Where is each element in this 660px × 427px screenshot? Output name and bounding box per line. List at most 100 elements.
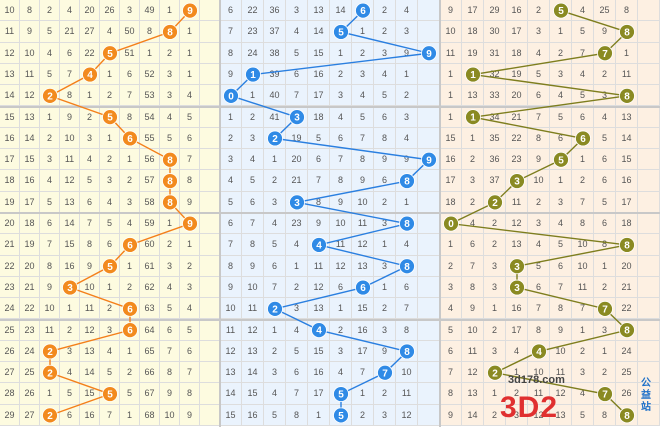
grid-cell: 1 [440, 106, 462, 128]
grid-cell: 3 [594, 319, 616, 341]
grid-cell: 16 [616, 170, 638, 192]
number-ball: 6 [122, 322, 138, 339]
grid-cell: 23 [20, 319, 40, 341]
grid-cell: 2 [330, 63, 352, 86]
grid-cell: 11 [550, 362, 572, 384]
ball-number: 7 [382, 368, 388, 379]
ball-circle [597, 386, 613, 402]
number-ball: 2 [42, 364, 58, 381]
grid-cell: 2 [352, 42, 374, 64]
grid-cell: 8 [396, 319, 418, 341]
grid-cell: 6 [120, 63, 140, 86]
grid-cell: 2 [462, 149, 484, 171]
ball-number: 7 [602, 49, 608, 60]
grid-cell: 35 [484, 127, 506, 150]
grid-cell: 10 [396, 362, 418, 384]
grid-cell: 6 [160, 319, 180, 341]
number-ball: 4 [311, 237, 327, 253]
grid-cell: 7 [100, 404, 120, 426]
grid-cell: 4 [60, 0, 80, 22]
grid-cell: 3 [180, 276, 200, 299]
number-ball: 8 [399, 215, 415, 232]
grid-cell: 4 [286, 319, 308, 341]
grid-cell: 3 [286, 0, 308, 22]
number-ball: 4 [531, 343, 547, 360]
grid-cell: 5 [572, 21, 594, 43]
grid-cell: 5 [594, 127, 616, 150]
ball-number: 3 [294, 198, 300, 209]
ball-number: 7 [602, 304, 608, 315]
grid-cell: 3 [396, 106, 418, 128]
grid-cell: 4 [594, 106, 616, 128]
grid-cell: 16 [60, 255, 80, 277]
grid-cell: 3 [528, 21, 550, 43]
ball-circle [182, 2, 198, 19]
grid-cell: 38 [264, 42, 286, 64]
grid-cell: 7 [40, 234, 60, 256]
grid-cell: 3 [374, 404, 396, 426]
ball-number: 1 [470, 113, 476, 124]
grid-cell: 16 [80, 404, 100, 426]
ball-circle [42, 343, 58, 360]
grid-cell: 3 [160, 63, 180, 86]
grid-cell: 20 [0, 213, 20, 235]
ball-number: 5 [558, 155, 564, 166]
grid-cell: 1 [180, 63, 200, 86]
grid-cell: 24 [616, 340, 638, 363]
grid-cell: 15 [308, 42, 330, 64]
grid-cell: 1 [180, 42, 200, 64]
grid-cell: 36 [484, 149, 506, 171]
grid-cell: 1 [396, 63, 418, 86]
ball-number: 5 [107, 262, 113, 273]
grid-cell: 2 [100, 149, 120, 171]
ball-number: 1 [250, 70, 256, 81]
grid-cell: 25 [0, 319, 20, 341]
grid-cell: 5 [286, 42, 308, 64]
ball-circle [377, 364, 393, 381]
grid-cell: 26 [0, 340, 20, 363]
grid-cell: 15 [60, 234, 80, 256]
grid-cell: 12 [396, 404, 418, 426]
grid-cell: 21 [616, 276, 638, 299]
grid-cell: 9 [60, 106, 80, 128]
grid-cell: 27 [0, 362, 20, 384]
grid-cell: 17 [0, 149, 20, 171]
ball-number: 9 [187, 219, 193, 230]
grid-cell: 1 [462, 127, 484, 150]
grid-cell: 9 [220, 63, 242, 86]
ball-circle [333, 24, 349, 40]
grid-cell: 5 [40, 63, 60, 86]
number-ball: 9 [421, 45, 437, 62]
grid-cell: 1 [550, 170, 572, 192]
number-ball: 5 [102, 258, 118, 275]
ball-circle [465, 66, 481, 83]
number-ball: 2 [42, 407, 58, 424]
number-ball: 2 [267, 130, 283, 147]
ball-circle [597, 45, 613, 62]
grid-cell: 1 [160, 0, 180, 22]
grid-cell: 2 [594, 63, 616, 86]
grid-cell: 5 [100, 213, 120, 235]
grid-cell: 8 [528, 127, 550, 150]
ball-circle [122, 300, 138, 317]
grid-cell: 27 [20, 404, 40, 426]
grid-cell: 21 [60, 21, 80, 43]
grid-cell: 9 [308, 213, 330, 235]
ball-circle [289, 194, 305, 211]
grid-cell: 4 [100, 340, 120, 363]
ball-number: 5 [107, 390, 113, 401]
grid-cell: 6 [40, 213, 60, 235]
grid-cell: 3 [352, 63, 374, 86]
grid-cell: 6 [462, 234, 484, 256]
ball-circle [355, 279, 371, 296]
number-ball: 1 [465, 66, 481, 83]
number-ball: 7 [377, 364, 393, 381]
grid-cell: 1 [264, 319, 286, 341]
grid-cell: 16 [0, 127, 20, 150]
grid-cell: 3 [374, 319, 396, 341]
ball-number: 4 [536, 347, 542, 358]
grid-cell: 12 [506, 213, 528, 235]
grid-cell: 5 [120, 383, 140, 405]
grid-cell: 5 [180, 319, 200, 341]
